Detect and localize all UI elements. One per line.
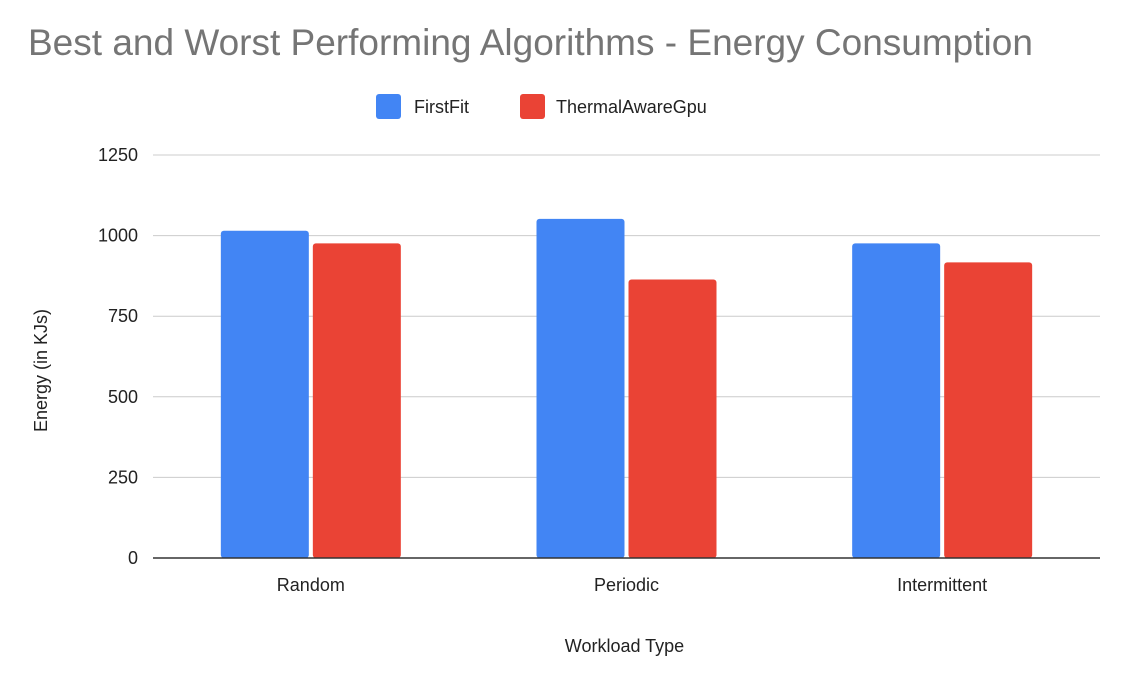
gridlines <box>153 154 1100 478</box>
x-tick-label: Intermittent <box>897 575 987 595</box>
x-tick-labels: Random Periodic Intermittent <box>277 575 987 595</box>
y-axis-title: Energy (in KJs) <box>31 309 51 432</box>
y-tick-label: 500 <box>108 387 138 407</box>
bar-ThermalAwareGpu-Random <box>312 243 401 559</box>
chart-title: Best and Worst Performing Algorithms - E… <box>28 22 1033 63</box>
y-tick-label: 250 <box>108 467 138 487</box>
legend-swatch-FirstFit <box>376 94 401 119</box>
y-tick-label: 1250 <box>98 145 138 165</box>
legend: FirstFit ThermalAwareGpu <box>376 94 707 119</box>
bar-FirstFit-Random <box>220 230 309 559</box>
bars <box>220 218 1033 559</box>
x-tick-label: Periodic <box>594 575 659 595</box>
bar-ThermalAwareGpu-Periodic <box>628 279 717 558</box>
y-tick-label: 0 <box>128 548 138 568</box>
legend-label: FirstFit <box>414 97 469 117</box>
legend-swatch-ThermalAwareGpu <box>520 94 545 119</box>
x-tick-label: Random <box>277 575 345 595</box>
x-axis-title: Workload Type <box>565 636 684 656</box>
legend-label: ThermalAwareGpu <box>556 97 707 117</box>
y-tick-label: 1000 <box>98 226 138 246</box>
bar-FirstFit-Periodic <box>536 218 625 558</box>
y-tick-label: 750 <box>108 306 138 326</box>
y-tick-labels: 0 250 500 750 1000 1250 <box>98 145 138 568</box>
bar-FirstFit-Intermittent <box>852 243 941 559</box>
bar-ThermalAwareGpu-Intermittent <box>944 262 1033 558</box>
